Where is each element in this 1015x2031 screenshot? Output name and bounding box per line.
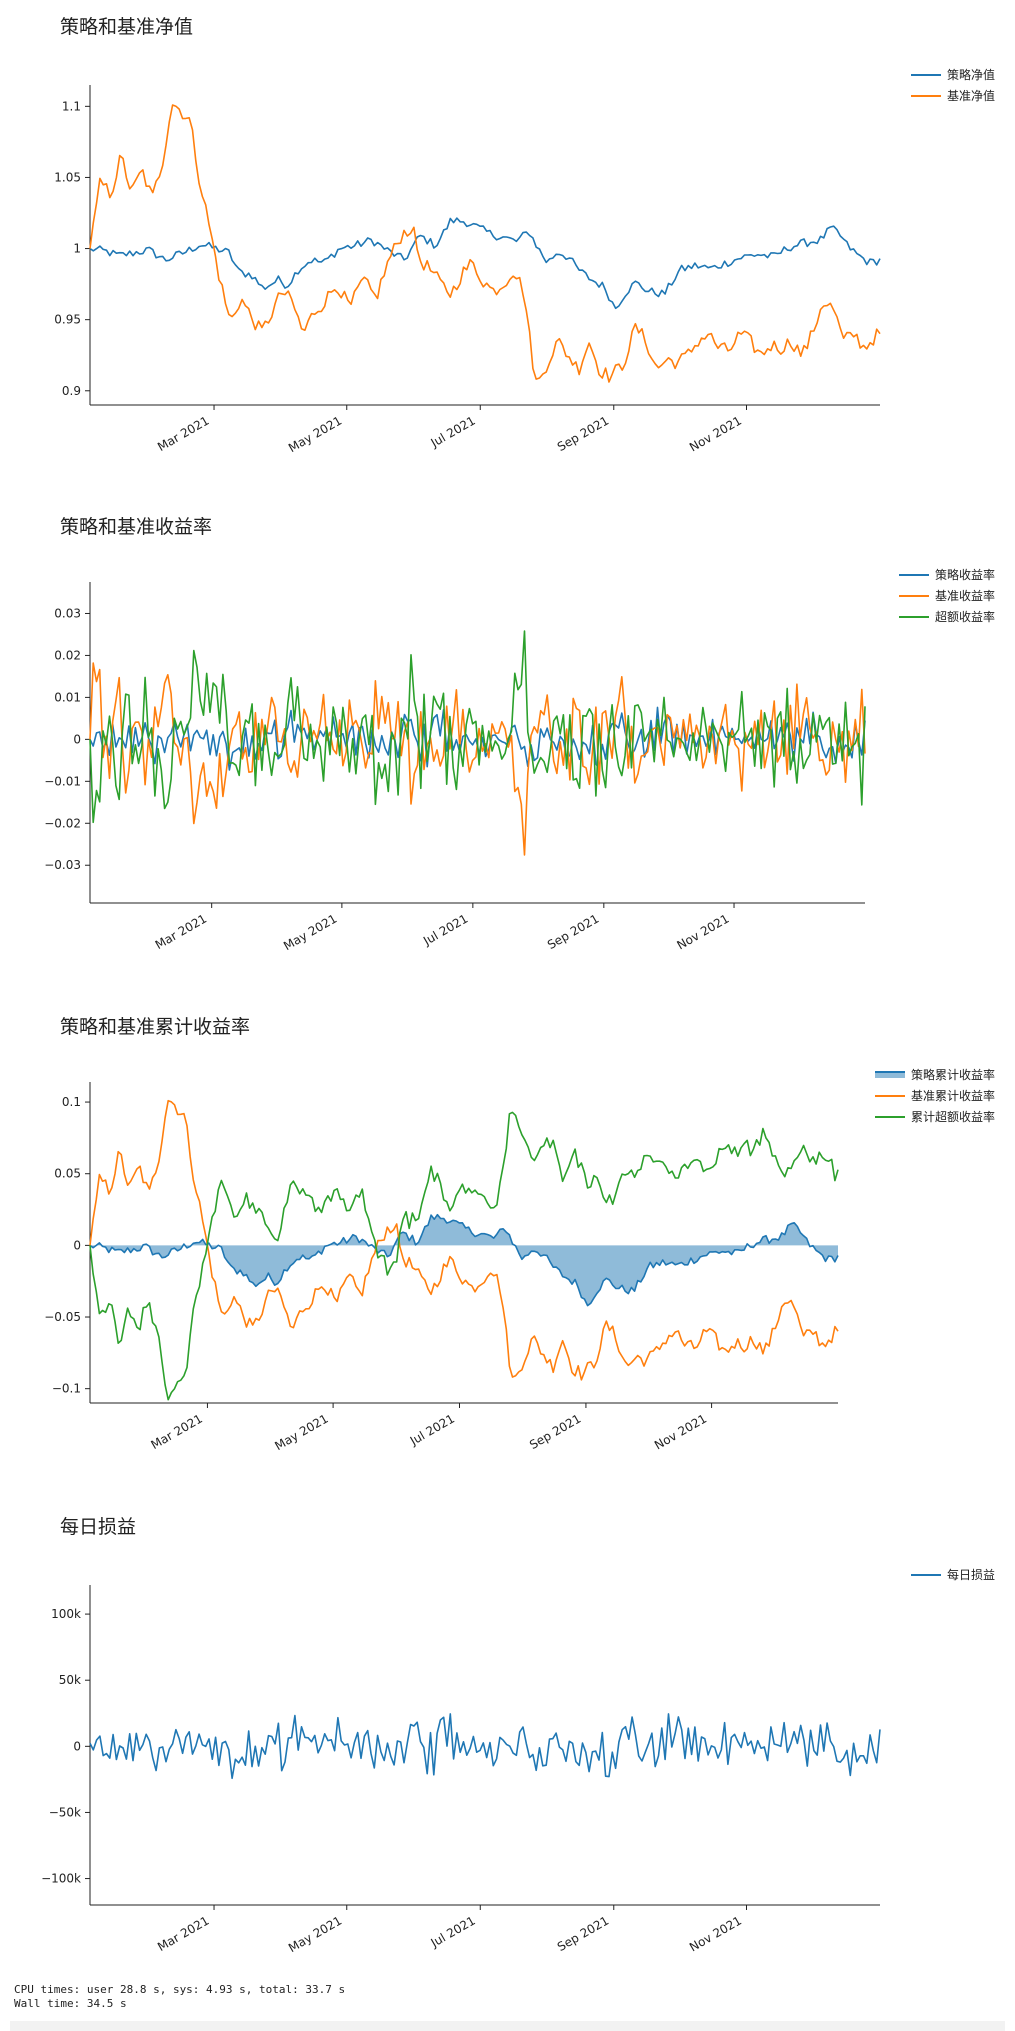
legend-item: 策略累计收益率 (874, 1064, 995, 1085)
chart-title: 策略和基准净值 (60, 16, 194, 38)
y-tick-label: 0.05 (54, 1167, 81, 1181)
series-line-excess_cum (89, 1111, 839, 1401)
legend-swatch (898, 615, 929, 618)
legend-item: 累计超额收益率 (874, 1106, 995, 1127)
y-tick-label: 0.03 (54, 606, 81, 620)
y-tick-label: −0.02 (44, 816, 81, 830)
x-tick-label: Sep 2021 (527, 1411, 583, 1452)
output-scrollbar[interactable] (10, 2021, 1005, 2031)
legend-label: 策略净值 (946, 68, 995, 82)
y-tick-label: −100k (41, 1872, 81, 1886)
legend-label: 策略收益率 (934, 568, 995, 582)
y-tick-label: −50k (49, 1805, 81, 1819)
y-tick-label: 0 (73, 1739, 81, 1753)
y-tick-label: 0.95 (54, 313, 81, 327)
series-line-bench_nav (89, 104, 881, 383)
x-tick-label: May 2021 (286, 413, 344, 455)
series-line-bench_cum (89, 1099, 839, 1381)
y-tick-label: 0.02 (54, 648, 81, 662)
chart-panel-cumulative: 策略和基准累计收益率 −0.1 −0.05 0 0.05 0.1 Mar 2021 May … (0, 1000, 1015, 1490)
x-tick-label: Sep 2021 (545, 911, 601, 952)
y-tick-label: 0.1 (62, 1095, 81, 1109)
x-tick-label: Jul 2021 (420, 911, 470, 948)
x-tick-label: May 2021 (281, 911, 339, 953)
x-tick-label: Mar 2021 (149, 1411, 205, 1452)
legend-item: 基准收益率 (898, 585, 995, 606)
chart-title: 每日损益 (60, 1516, 137, 1538)
legend-label: 基准净值 (946, 89, 995, 103)
chart-cumulative-svg: −0.1 −0.05 0 0.05 0.1 Mar 2021 May 2021 Jul 202… (44, 1082, 839, 1453)
legend-label: 超额收益率 (934, 610, 995, 624)
chart-panel-pnl: 每日损益 −100k −50k 0 50k 100k Mar 2021 May 2021 Ju… (0, 1500, 1015, 1980)
y-tick-label: 50k (59, 1673, 81, 1687)
chart-pnl-svg: −100k −50k 0 50k 100k Mar 2021 May 2021 Jul 202… (41, 1585, 881, 1955)
chart-title: 策略和基准累计收益率 (60, 1016, 251, 1038)
series-line-excess_ret (89, 630, 866, 824)
legend-swatch (910, 73, 941, 76)
legend-label: 累计超额收益率 (910, 1110, 995, 1124)
y-tick-label: −0.05 (44, 1310, 81, 1324)
chart-panel-returns: 策略和基准收益率 −0.03 −0.02 −0.01 0 0.01 0.02 0.03 Mar… (0, 500, 1015, 990)
legend-swatch (898, 594, 929, 597)
x-tick-label: Sep 2021 (555, 413, 611, 454)
legend-item: 基准累计收益率 (874, 1085, 995, 1106)
x-tick-label: Jul 2021 (407, 1411, 457, 1448)
legend-label: 基准累计收益率 (910, 1089, 995, 1103)
legend-item: 策略净值 (910, 64, 995, 85)
x-tick-label: Nov 2021 (687, 1913, 744, 1954)
legend-swatch (874, 1115, 905, 1118)
cpu-times-output: CPU times: user 28.8 s, sys: 4.93 s, tot… (14, 1983, 346, 2010)
series-line-strategy_cum (89, 1213, 839, 1307)
x-tick-label: Mar 2021 (153, 911, 209, 952)
x-tick-label: Jul 2021 (428, 413, 478, 450)
x-tick-label: Sep 2021 (555, 1913, 611, 1954)
series-line-pnl (89, 1713, 881, 1780)
legend-label: 策略累计收益率 (910, 1068, 995, 1082)
legend-item: 策略收益率 (898, 564, 995, 585)
chart-panel-nav: 策略和基准净值 0.9 0.95 1 1.05 1.1 Mar 2021 May 2021 J… (0, 0, 1015, 490)
y-tick-label: −0.01 (44, 774, 81, 788)
legend-swatch (910, 94, 941, 97)
series-line-bench_ret (89, 662, 866, 856)
y-tick-label: 1.1 (62, 99, 81, 113)
y-tick-label: −0.03 (44, 858, 81, 872)
legend-item: 每日损益 (910, 1564, 995, 1585)
y-tick-label: 0.9 (62, 384, 81, 398)
x-tick-label: Nov 2021 (652, 1411, 709, 1452)
legend-swatch (910, 1573, 941, 1576)
x-tick-label: Mar 2021 (155, 1913, 211, 1954)
y-tick-label: 0 (73, 1238, 81, 1252)
chart-title: 策略和基准收益率 (60, 516, 213, 538)
chart-legend: 策略净值 基准净值 (910, 64, 995, 106)
legend-swatch (874, 1071, 905, 1078)
chart-legend: 策略累计收益率 基准累计收益率 累计超额收益率 (874, 1064, 995, 1127)
y-tick-label: 1.05 (54, 170, 81, 184)
legend-swatch (874, 1094, 905, 1097)
legend-label: 每日损益 (946, 1568, 995, 1582)
x-tick-label: May 2021 (286, 1913, 344, 1955)
x-tick-label: Nov 2021 (674, 911, 731, 952)
y-tick-label: 100k (51, 1607, 81, 1621)
y-tick-label: −0.1 (52, 1382, 81, 1396)
legend-item: 超额收益率 (898, 606, 995, 627)
legend-item: 基准净值 (910, 85, 995, 106)
legend-swatch (898, 573, 929, 576)
x-tick-label: Mar 2021 (155, 413, 211, 454)
y-tick-label: 0.01 (54, 690, 81, 704)
x-tick-label: Jul 2021 (428, 1913, 478, 1950)
series-line-strategy_nav (89, 217, 881, 310)
legend-label: 基准收益率 (934, 589, 995, 603)
x-tick-label: Nov 2021 (687, 413, 744, 454)
chart-nav-svg: 0.9 0.95 1 1.05 1.1 Mar 2021 May 2021 Jul 2021 S… (54, 85, 881, 455)
x-tick-label: May 2021 (272, 1411, 330, 1453)
series-area-strategy_cum (90, 1214, 838, 1306)
chart-legend: 每日损益 (910, 1564, 995, 1585)
chart-returns-svg: −0.03 −0.02 −0.01 0 0.01 0.02 0.03 Mar 2021 May … (44, 582, 866, 953)
y-tick-label: 1 (73, 242, 81, 256)
y-tick-label: 0 (73, 732, 81, 746)
chart-legend: 策略收益率基准收益率超额收益率 (898, 564, 995, 627)
